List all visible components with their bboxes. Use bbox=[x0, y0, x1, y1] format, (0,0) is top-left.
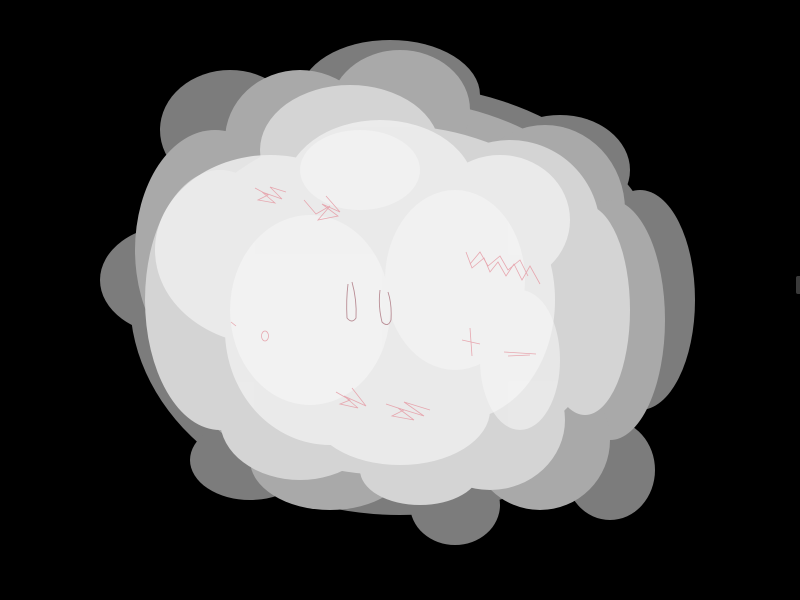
scribble-mark bbox=[261, 330, 269, 342]
scribble-mark bbox=[461, 327, 481, 357]
cloud-eyes bbox=[346, 281, 392, 325]
scribble-mark bbox=[303, 195, 341, 221]
right-eye bbox=[378, 289, 392, 325]
edge-fragment bbox=[796, 276, 800, 294]
cloud-glow-layer bbox=[230, 130, 560, 430]
scribble-mark bbox=[385, 401, 431, 421]
scribble-mark bbox=[335, 387, 367, 409]
scribble-mark bbox=[469, 251, 529, 277]
left-eye bbox=[346, 281, 357, 322]
scribble-mark bbox=[503, 351, 537, 357]
scribble-mark bbox=[465, 251, 541, 285]
scribble-mark bbox=[230, 321, 237, 327]
pink-scribbles bbox=[230, 186, 541, 421]
scribble-mark bbox=[254, 186, 287, 204]
